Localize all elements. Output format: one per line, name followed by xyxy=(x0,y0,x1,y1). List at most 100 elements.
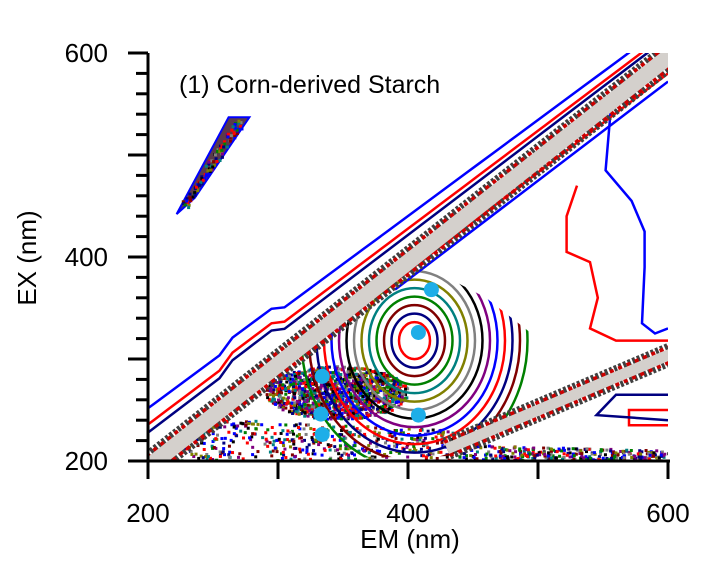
contour-cell xyxy=(558,454,562,458)
contour-cell xyxy=(302,399,306,403)
contour-cell xyxy=(342,437,346,441)
contour-cell xyxy=(207,162,211,166)
contour-cell xyxy=(351,417,355,421)
contour-cell xyxy=(368,378,372,382)
contour-cell xyxy=(306,375,310,379)
contour-cell xyxy=(549,452,553,456)
contour-cell xyxy=(346,447,350,451)
contour-cell xyxy=(339,394,343,398)
contour-cell xyxy=(560,449,564,453)
contour-cell xyxy=(305,423,309,427)
contour-cell xyxy=(590,452,594,456)
contour-cell xyxy=(298,450,302,454)
contour-cell xyxy=(188,192,192,196)
contour-cell xyxy=(389,387,393,391)
contour-cell xyxy=(297,371,301,375)
contour-cell xyxy=(399,402,403,406)
contour-cell xyxy=(271,449,275,453)
contour-cell xyxy=(384,394,388,398)
contour-cell xyxy=(580,451,584,455)
contour-cell xyxy=(514,450,518,454)
contour-cell xyxy=(546,454,550,458)
contour-cell xyxy=(277,437,281,441)
contour-cell xyxy=(193,191,197,195)
contour-cell xyxy=(415,438,419,442)
contour-cell xyxy=(338,367,342,371)
contour-cell xyxy=(338,390,342,394)
contour-cell xyxy=(291,411,295,415)
contour-cell xyxy=(347,456,351,460)
contour-cell xyxy=(336,381,340,385)
contour-cell xyxy=(187,206,191,210)
contour-cell xyxy=(301,396,305,400)
contour-cell xyxy=(523,447,527,451)
contour-cell xyxy=(298,436,302,440)
contour-cell xyxy=(281,383,285,387)
contour-cell xyxy=(360,398,364,402)
contour-cell xyxy=(229,438,233,442)
contour-cell xyxy=(531,448,535,452)
contour-cell xyxy=(300,439,304,443)
contour-cell xyxy=(228,450,232,454)
contour-cell xyxy=(400,395,404,399)
contour-cell xyxy=(399,428,403,432)
contour-cell xyxy=(429,452,433,456)
contour-cell xyxy=(281,408,285,412)
contour-cell xyxy=(298,447,302,451)
contour-cell xyxy=(297,405,301,409)
contour-cell xyxy=(490,445,494,449)
contour-cell xyxy=(458,455,462,459)
contour-cell xyxy=(283,384,287,388)
contour-cell xyxy=(328,371,332,375)
contour-cell xyxy=(333,411,337,415)
contour-cell xyxy=(587,456,591,460)
contour-cell xyxy=(218,144,222,148)
contour-cell xyxy=(371,405,375,409)
contour-cell xyxy=(313,395,317,399)
contour-cell xyxy=(319,402,323,406)
contour-cell xyxy=(216,148,220,152)
contour-cell xyxy=(188,196,192,200)
contour-cell xyxy=(413,447,417,451)
contour-cell xyxy=(376,437,380,441)
contour-cell xyxy=(210,444,214,448)
contour-cell xyxy=(329,417,333,421)
plot-area xyxy=(148,53,668,461)
contour-cell xyxy=(377,386,381,390)
contour-cell xyxy=(303,402,307,406)
contour-cell xyxy=(290,453,294,457)
contour-cell xyxy=(335,395,339,399)
contour-cell xyxy=(202,448,206,452)
contour-cell xyxy=(383,452,387,456)
contour-cell xyxy=(294,409,298,413)
contour-cell xyxy=(216,149,220,153)
contour-cell xyxy=(387,444,391,448)
contour-cell xyxy=(321,404,325,408)
contour-cell xyxy=(655,449,659,453)
contour-cell xyxy=(355,427,359,431)
contour-cell xyxy=(280,396,284,400)
contour-cell xyxy=(636,452,640,456)
contour-cell xyxy=(201,178,205,182)
contour-cell xyxy=(395,443,399,447)
contour-cell xyxy=(279,440,283,444)
contour-cell xyxy=(378,399,382,403)
contour-cell xyxy=(308,457,312,461)
contour-cell xyxy=(277,405,281,409)
contour-cell xyxy=(350,451,354,455)
contour-cell xyxy=(313,406,317,410)
contour-cell xyxy=(305,445,309,449)
contour-cell xyxy=(201,456,205,460)
contour-cell xyxy=(384,441,388,445)
contour-cell xyxy=(338,416,342,420)
contour-cell xyxy=(285,380,289,384)
contour-cell xyxy=(498,449,502,453)
contour-cell xyxy=(503,457,507,461)
contour-cell xyxy=(205,456,209,460)
contour-cell xyxy=(513,445,517,449)
contour-cell xyxy=(206,455,210,459)
contour-cell xyxy=(298,387,302,391)
chart-title: (1) Corn-derived Starch xyxy=(179,71,440,99)
contour-cell xyxy=(620,455,624,459)
contour-cell xyxy=(567,447,571,451)
